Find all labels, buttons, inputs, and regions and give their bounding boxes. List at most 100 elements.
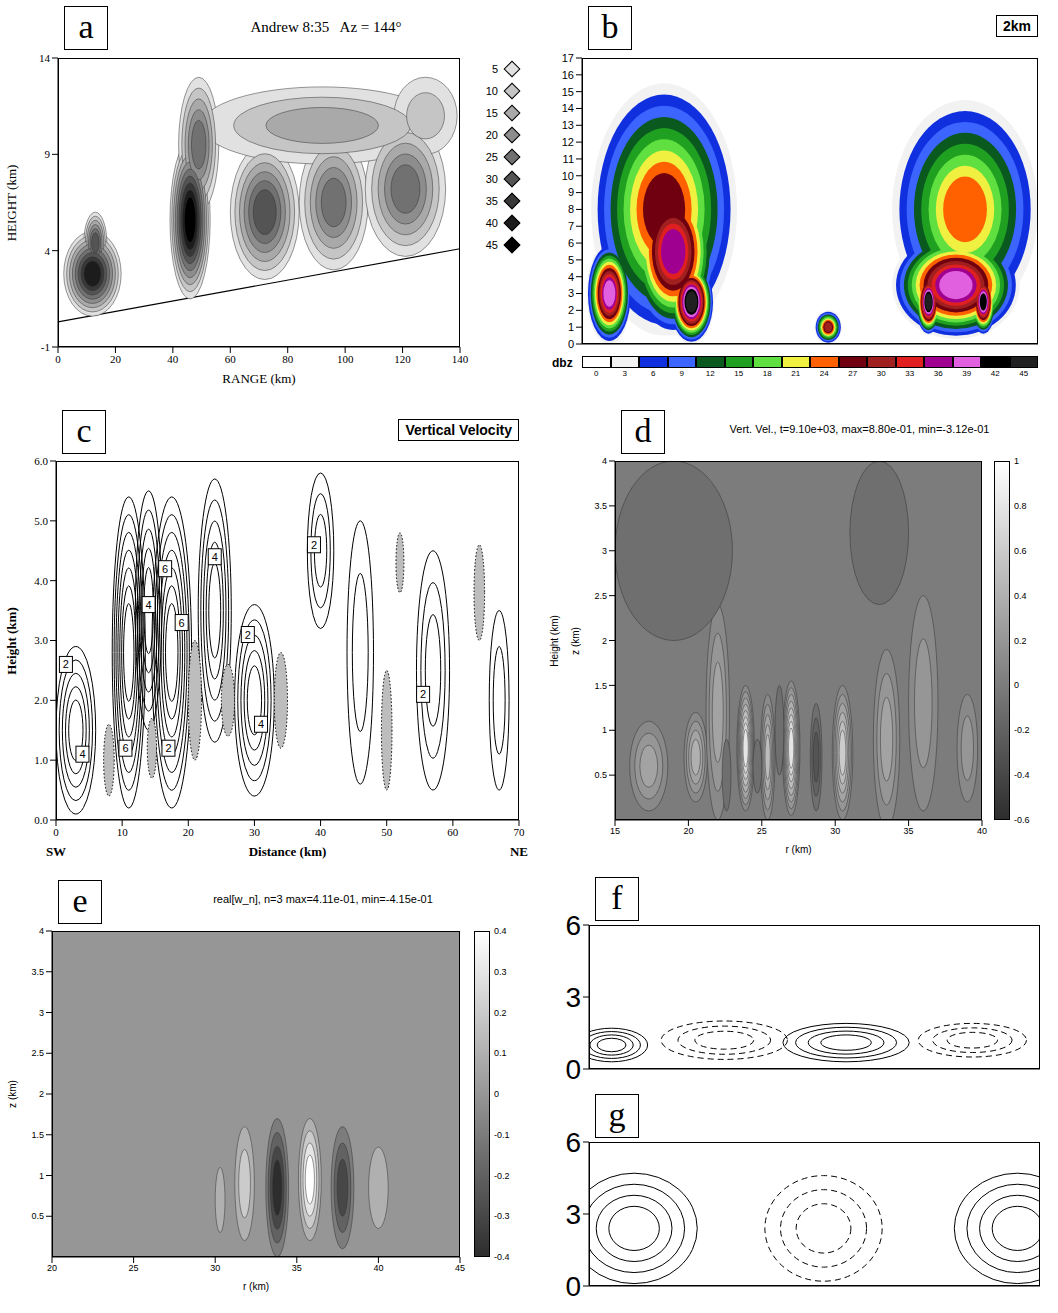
html-text:Andrew 8:35 Az = 144°: Andrew 8:35 Az = 144°	[250, 19, 402, 35]
svg-text:2: 2	[420, 688, 426, 700]
svg-text:2.5: 2.5	[594, 591, 607, 601]
svg-text:6: 6	[565, 1127, 581, 1158]
svg-text:20: 20	[183, 826, 195, 838]
svg-text:40: 40	[167, 353, 179, 365]
svg-text:2: 2	[63, 658, 69, 670]
svg-text:2: 2	[165, 742, 171, 754]
svg-text:3: 3	[39, 1008, 44, 1018]
svg-text:1.0: 1.0	[34, 754, 48, 766]
svg-text:30: 30	[249, 826, 261, 838]
svg-text:30: 30	[830, 826, 840, 836]
svg-text:3.5: 3.5	[594, 501, 607, 511]
svg-text:6: 6	[568, 237, 574, 249]
svg-text:4: 4	[568, 271, 574, 283]
svg-text:2: 2	[602, 636, 607, 646]
svg-text:2.5: 2.5	[31, 1048, 44, 1058]
html-text:e: e	[72, 882, 88, 919]
svg-text:2: 2	[245, 629, 251, 641]
svg-text:15: 15	[562, 86, 574, 98]
svg-text:45: 45	[455, 1263, 465, 1273]
svg-text:-1: -1	[41, 341, 50, 353]
svg-text:4: 4	[146, 599, 152, 611]
svg-text:0: 0	[565, 1271, 581, 1302]
svg-text:4: 4	[45, 245, 51, 257]
svg-text:14: 14	[39, 52, 51, 64]
svg-text:3: 3	[565, 1199, 581, 1230]
svg-text:100: 100	[337, 353, 354, 365]
svg-text:0: 0	[55, 353, 61, 365]
svg-text:40: 40	[977, 826, 987, 836]
svg-text:0: 0	[568, 338, 574, 350]
svg-text:4: 4	[79, 748, 85, 760]
svg-text:1: 1	[602, 725, 607, 735]
svg-text:11: 11	[563, 153, 574, 165]
svg-text:0: 0	[565, 1054, 581, 1085]
svg-text:5.0: 5.0	[34, 515, 48, 527]
svg-text:4: 4	[212, 551, 218, 563]
svg-text:120: 120	[394, 353, 411, 365]
svg-text:6: 6	[179, 617, 185, 629]
svg-text:1.5: 1.5	[594, 681, 607, 691]
svg-text:35: 35	[292, 1263, 302, 1273]
svg-text:2: 2	[311, 539, 317, 551]
svg-text:50: 50	[381, 826, 393, 838]
html-text:b: b	[601, 8, 619, 45]
svg-text:3.0: 3.0	[34, 634, 48, 646]
svg-text:4: 4	[602, 456, 607, 466]
svg-text:6: 6	[162, 563, 168, 575]
svg-text:140: 140	[452, 353, 469, 365]
svg-text:60: 60	[225, 353, 237, 365]
svg-text:9: 9	[45, 148, 51, 160]
svg-text:0.5: 0.5	[31, 1211, 44, 1221]
svg-text:0: 0	[53, 826, 59, 838]
svg-text:25: 25	[757, 826, 767, 836]
svg-text:70: 70	[514, 826, 526, 838]
html-text:a: a	[78, 8, 94, 45]
svg-text:2: 2	[39, 1089, 44, 1099]
svg-text:1: 1	[39, 1171, 44, 1181]
html-text:g: g	[608, 1096, 626, 1133]
svg-text:2: 2	[568, 304, 574, 316]
svg-text:9: 9	[568, 186, 574, 198]
html-text:2km: 2km	[1003, 18, 1031, 34]
svg-text:1: 1	[568, 321, 574, 333]
html-text:c: c	[76, 412, 92, 449]
svg-text:6.0: 6.0	[34, 455, 48, 467]
svg-text:1.5: 1.5	[31, 1130, 44, 1140]
svg-text:5: 5	[568, 254, 574, 266]
svg-text:8: 8	[568, 203, 574, 215]
svg-text:17: 17	[562, 52, 574, 64]
svg-text:4.0: 4.0	[34, 575, 48, 587]
svg-text:40: 40	[373, 1263, 383, 1273]
html-text:d: d	[634, 412, 652, 449]
svg-text:60: 60	[447, 826, 459, 838]
svg-text:30: 30	[210, 1263, 220, 1273]
svg-text:13: 13	[562, 119, 574, 131]
svg-text:6: 6	[122, 742, 128, 754]
svg-text:3: 3	[602, 546, 607, 556]
svg-text:25: 25	[129, 1263, 139, 1273]
svg-text:20: 20	[110, 353, 122, 365]
svg-text:16: 16	[562, 69, 574, 81]
svg-text:7: 7	[568, 220, 574, 232]
svg-text:4: 4	[39, 926, 44, 936]
svg-text:3: 3	[565, 982, 581, 1013]
svg-text:20: 20	[47, 1263, 57, 1273]
svg-text:35: 35	[904, 826, 914, 836]
svg-text:3.5: 3.5	[31, 967, 44, 977]
svg-text:20: 20	[683, 826, 693, 836]
svg-text:10: 10	[117, 826, 129, 838]
svg-text:40: 40	[315, 826, 327, 838]
svg-text:6: 6	[565, 910, 581, 941]
html-text:Vertical Velocity: Vertical Velocity	[405, 422, 512, 438]
svg-text:15: 15	[610, 826, 620, 836]
svg-text:3: 3	[568, 287, 574, 299]
svg-text:80: 80	[282, 353, 294, 365]
svg-text:12: 12	[562, 136, 574, 148]
svg-text:4: 4	[258, 718, 264, 730]
svg-text:14: 14	[562, 102, 574, 114]
svg-text:0.0: 0.0	[34, 814, 48, 826]
svg-text:0.5: 0.5	[594, 770, 607, 780]
svg-text:10: 10	[562, 170, 574, 182]
svg-text:2.0: 2.0	[34, 694, 48, 706]
